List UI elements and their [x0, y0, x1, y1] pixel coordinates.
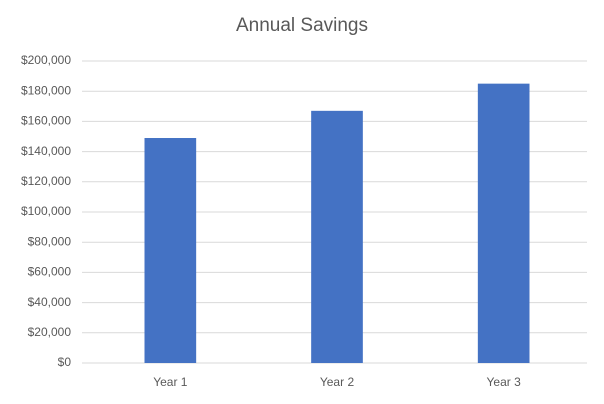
bar [477, 83, 530, 364]
y-tick-label: $200,000 [21, 53, 71, 67]
y-tick-label: $100,000 [21, 204, 71, 218]
y-tick-label: $40,000 [28, 295, 72, 309]
y-tick-label: $20,000 [28, 325, 72, 339]
chart-title: Annual Savings [236, 15, 368, 36]
y-tick-label: $140,000 [21, 144, 71, 158]
x-tick-label: Year 3 [487, 375, 522, 389]
y-tick-label: $60,000 [28, 265, 72, 279]
y-tick-label: $180,000 [21, 83, 71, 97]
bar [144, 138, 197, 363]
y-tick-label: $160,000 [21, 114, 71, 128]
bar [311, 110, 363, 363]
x-tick-label: Year 1 [153, 375, 188, 389]
y-tick-label: $120,000 [21, 174, 71, 188]
y-tick-label: $80,000 [28, 234, 72, 248]
y-tick-label: $0 [58, 355, 72, 369]
x-tick-label: Year 2 [320, 375, 355, 389]
